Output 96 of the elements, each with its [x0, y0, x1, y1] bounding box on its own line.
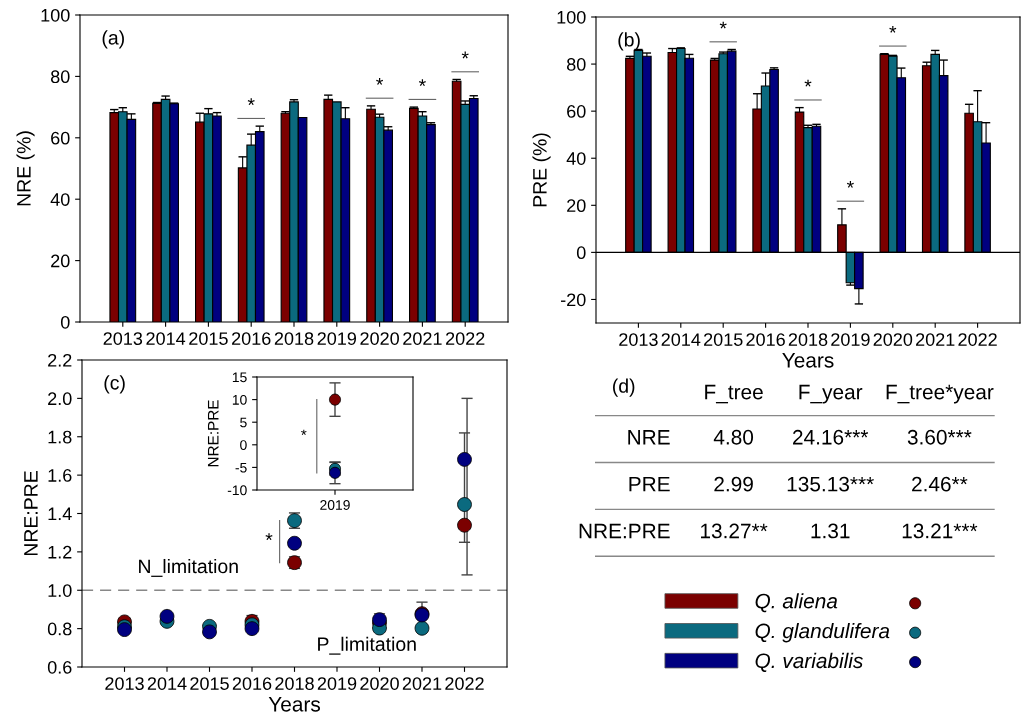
y-tick-label: 40 [566, 152, 586, 165]
annotation: * [846, 181, 854, 188]
x-tick-label: 2019 [320, 500, 350, 510]
y-tick-label: 0 [60, 315, 70, 329]
x-tick-label: 2015 [704, 333, 743, 346]
y-tick-label: 20 [567, 199, 586, 213]
y-tick-label: -10 [227, 485, 247, 496]
y-tick-label: 40 [50, 193, 70, 206]
annotation: * [719, 21, 727, 29]
x-tick-label: 2016 [232, 677, 272, 690]
legend-label: Q. variabilis [755, 652, 863, 672]
text: 13.27** [701, 523, 768, 539]
x-tick-label: 2015 [189, 332, 228, 345]
x-tick-label: 2021 [403, 332, 442, 345]
x-tick-label: 2014 [661, 333, 701, 346]
x-tick-label: 2018 [788, 333, 828, 346]
text: (c) [104, 375, 125, 394]
text: 135.13*** [787, 476, 874, 492]
annotation: * [889, 25, 897, 33]
category-label: NRE [628, 430, 670, 445]
x-tick-label: 2018 [274, 332, 314, 345]
annotation: P_limitation [318, 636, 416, 655]
legend-label: Q. glandulifera [755, 623, 890, 643]
x-tick-label: 2020 [873, 333, 913, 346]
y-tick-label: 80 [50, 70, 70, 84]
x-axis-title: Years [268, 697, 321, 712]
y-tick-label: 60 [51, 131, 70, 145]
text: 24.16*** [793, 429, 869, 445]
x-tick-label: 2016 [746, 333, 785, 346]
y-tick-label: -20 [560, 293, 586, 307]
x-tick-label: 2013 [619, 333, 658, 346]
y-tick-label: 60 [567, 105, 586, 118]
y-tick-label: 100 [41, 8, 70, 22]
y-tick-label: 0 [576, 246, 586, 260]
x-tick-label: 2021 [402, 677, 442, 690]
text: (d) [613, 378, 635, 397]
y-tick-label: 15 [232, 372, 247, 383]
category-label: F_tree [705, 384, 763, 404]
y-tick-label: 1.6 [48, 469, 72, 482]
annotation: * [804, 79, 812, 87]
x-tick-label: 2018 [275, 677, 314, 690]
annotation: * [301, 429, 307, 436]
y-tick-label: 2.0 [48, 392, 72, 406]
y-axis-title: NRE (%) [16, 131, 35, 206]
y-tick-label: 1.4 [48, 507, 72, 521]
y-tick-label: 0 [240, 440, 247, 450]
text: (a) [102, 30, 124, 49]
y-tick-label: 100 [557, 10, 586, 24]
y-axis-title: NRE:PRE [24, 471, 38, 556]
x-tick-label: 2022 [445, 677, 484, 690]
x-tick-label: 2014 [147, 677, 187, 690]
annotation: * [247, 98, 255, 106]
y-axis-title: PRE (%) [532, 133, 551, 207]
text: 2.99 [714, 476, 753, 492]
y-tick-label: 1.2 [48, 545, 72, 559]
annotation: * [418, 79, 426, 87]
text: (b) [618, 32, 640, 51]
y-tick-label: 2.2 [48, 353, 72, 367]
x-axis-title: Years [782, 353, 834, 368]
y-tick-label: 1.8 [48, 430, 72, 444]
text: 4.80 [713, 429, 754, 445]
y-tick-label: -5 [235, 462, 247, 473]
y-axis-title: NRE:PRE [207, 400, 219, 467]
text: 3.60*** [907, 429, 972, 445]
category-label: F_year [799, 384, 863, 404]
x-tick-label: 2020 [360, 677, 399, 690]
y-tick-label: 0.6 [47, 660, 72, 674]
annotation: N_limitation [139, 558, 238, 577]
annotation: * [265, 533, 273, 541]
text: 1.31 [811, 523, 850, 539]
x-tick-label: 2013 [105, 677, 144, 690]
x-tick-label: 2019 [317, 332, 357, 345]
x-tick-label: 2013 [103, 332, 143, 345]
y-tick-label: 0.8 [47, 622, 72, 636]
y-tick-label: 5 [240, 417, 247, 428]
x-tick-label: 2022 [446, 332, 485, 345]
category-label: F_tree*year [886, 384, 994, 404]
x-tick-label: 2019 [831, 333, 870, 346]
y-tick-label: 10 [232, 394, 247, 405]
annotation: * [376, 78, 384, 85]
text: 13.21*** [902, 523, 978, 539]
x-tick-label: 2022 [958, 333, 997, 346]
y-tick-label: 80 [566, 58, 586, 71]
x-tick-label: 2016 [232, 332, 271, 345]
x-tick-label: 2021 [916, 333, 955, 346]
legend-label: Q. aliena [755, 593, 838, 613]
x-tick-label: 2020 [360, 332, 399, 345]
x-tick-label: 2015 [190, 677, 229, 690]
x-tick-label: 2014 [146, 332, 186, 345]
category-label: PRE [629, 476, 670, 492]
annotation: * [461, 51, 469, 59]
text: 2.46** [912, 476, 968, 492]
y-tick-label: 1.0 [48, 584, 72, 597]
x-tick-label: 2019 [317, 677, 357, 690]
category-label: NRE:PRE [579, 523, 670, 539]
y-tick-label: 20 [51, 254, 70, 268]
